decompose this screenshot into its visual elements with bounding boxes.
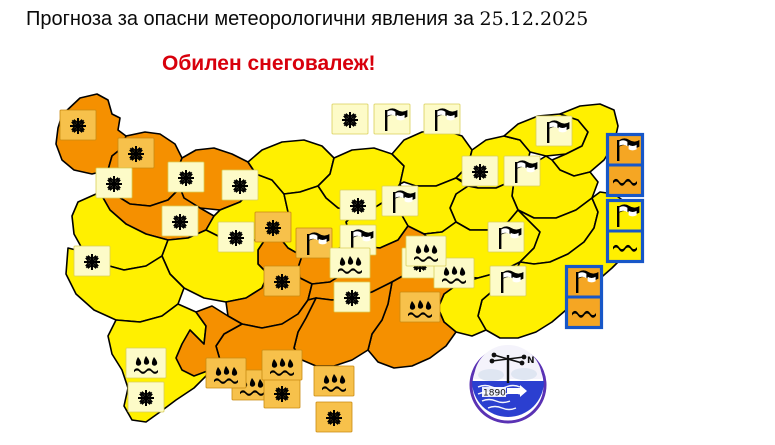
icon-chip-smolyan-rain — [205, 357, 247, 389]
icon-chip-pleven-n — [221, 169, 259, 201]
alert-subtitle: Обилен снеговалеж! — [162, 52, 376, 75]
icon-chip-blagoevgrad-rain — [125, 347, 167, 379]
icon-chip-plovdiv-snow — [263, 265, 301, 297]
snowflake-icon — [350, 198, 366, 214]
snowflake-icon — [472, 164, 488, 180]
icon-chip-vratsa-wind — [381, 185, 419, 217]
icon-chip-plovdiv-rain — [261, 349, 303, 381]
icon-chip-sofia-city — [254, 211, 292, 243]
icon-chip-starazagora-rain — [329, 247, 371, 279]
sea-warning-boxes — [564, 132, 645, 330]
icon-chip-dobrich-snow — [461, 155, 499, 187]
icon-chip-vt-snow — [331, 103, 369, 135]
icon-chip-pazardzhik-snow — [263, 377, 301, 409]
snowflake-icon — [172, 214, 188, 230]
sea-box-south[interactable] — [564, 264, 604, 330]
icon-chip-vidin — [59, 109, 97, 141]
icon-chip-starazagora-snow — [333, 281, 371, 313]
snowflake-icon — [342, 112, 358, 128]
snowflake-icon — [84, 254, 100, 270]
icon-chip-kardzhali-rain — [313, 365, 355, 397]
snowflake-icon — [70, 118, 86, 134]
page-title-date: 25.12.2025 — [479, 8, 589, 30]
icon-chip-pernik-snow — [161, 205, 199, 237]
icon-chip-ruse-wind — [423, 103, 461, 135]
icon-chip-varna-wind — [487, 221, 525, 253]
icon-chip-montana — [117, 137, 155, 169]
snowflake-icon — [138, 390, 154, 406]
icon-chip-dobrich-wind — [503, 155, 541, 187]
icon-chip-haskovo-rain — [399, 291, 441, 323]
icon-chip-burgas-wind — [489, 265, 527, 297]
icon-chip-sofia-region — [295, 227, 333, 259]
warning-icons-layer — [59, 103, 573, 433]
bulgaria-warning-map: N 1890 — [0, 70, 775, 445]
snowflake-icon — [274, 274, 290, 290]
icon-chip-blagoevgrad-snow — [127, 381, 165, 413]
snowflake-icon — [274, 386, 290, 402]
icon-chip-gabrovo-snow — [339, 189, 377, 221]
icon-chip-silistra-wind — [535, 115, 573, 147]
snowflake-icon — [128, 146, 144, 162]
icon-chip-targovishte-rain — [405, 235, 447, 267]
snowflake-icon — [178, 170, 194, 186]
sea-box-middle[interactable] — [605, 198, 645, 264]
icon-chip-smolyan-snow — [315, 401, 353, 433]
page-title: Прогноза за опасни метеорологични явлени… — [26, 8, 588, 31]
snowflake-icon — [232, 178, 248, 194]
icon-chip-vratsa-n — [167, 161, 205, 193]
snowflake-icon — [326, 410, 342, 426]
nimh-logo: N 1890 — [469, 345, 547, 424]
icon-chip-pleven — [217, 221, 255, 253]
region-pazardzhik-south[interactable] — [175, 305, 243, 377]
snowflake-icon — [228, 230, 244, 246]
icon-chip-kyustendil-snow — [73, 245, 111, 277]
page-title-text: Прогноза за опасни метеорологични явлени… — [26, 8, 474, 30]
icon-chip-kyustendil-snow2 — [95, 167, 133, 199]
snowflake-icon — [106, 176, 122, 192]
logo-compass-letter: N — [527, 356, 535, 366]
sea-box-north[interactable] — [605, 132, 645, 198]
logo-year: 1890 — [483, 389, 506, 399]
snowflake-icon — [265, 220, 281, 236]
snowflake-icon — [344, 290, 360, 306]
icon-chip-vt-wind — [373, 103, 411, 135]
